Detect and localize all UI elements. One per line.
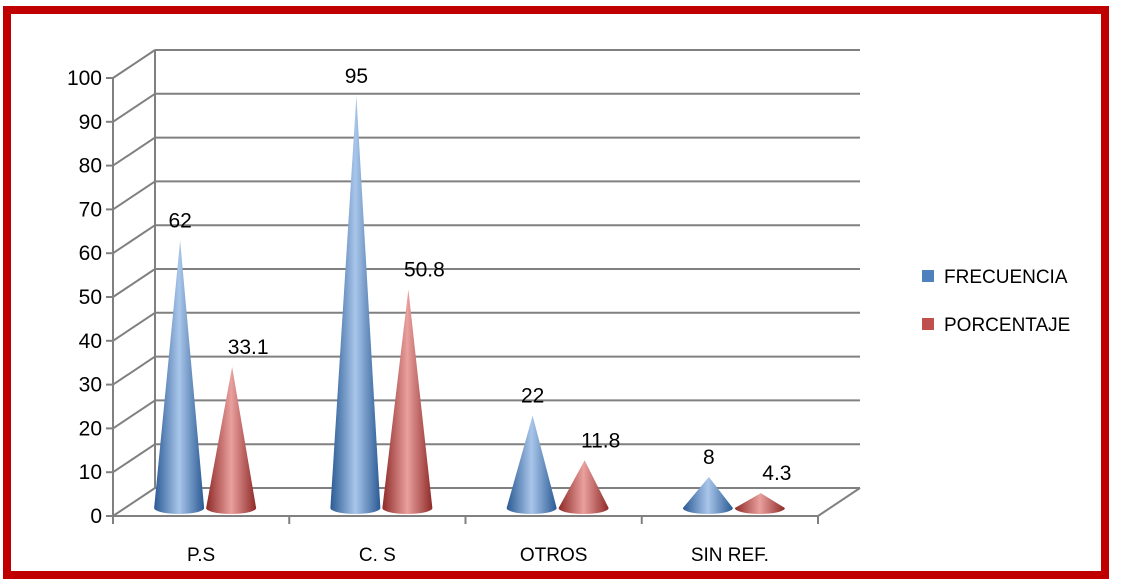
data-label: 33.1 [228,336,269,359]
gridline-side-90 [112,92,156,123]
legend-swatch-porcentaje [922,318,934,330]
x-tick-label: P.S [187,545,215,566]
x-tick-label: C. S [359,545,396,566]
legend-label-frecuencia: FRECUENCIA [944,267,1068,288]
legend-label-porcentaje: PORCENTAJE [944,315,1070,336]
data-label: 95 [345,65,368,88]
floor-right-edge [817,487,861,517]
gridline-side-80 [112,136,156,167]
y-tick-label: 40 [79,330,102,353]
gridline-side-20 [112,399,156,430]
data-label: 4.3 [762,462,791,485]
gridline-side-40 [112,311,156,342]
y-tick-label: 60 [79,242,102,265]
data-label: 11.8 [581,429,620,452]
x-tick-label: OTROS [520,545,588,566]
gridline-side-50 [112,268,156,298]
cone-frecuencia-2 [506,415,557,514]
gridline-side-70 [112,180,156,211]
cone-porcentaje-1 [382,289,433,514]
gridline-side-10 [112,443,156,474]
cone-frecuencia-0 [154,240,205,514]
gridline-side-30 [112,355,156,386]
cone-frecuencia-1 [330,95,381,514]
gridline-side-0 [112,487,156,517]
gridline-side-100 [112,49,156,79]
y-tick-label: 30 [79,374,102,397]
y-tick-label: 90 [79,111,102,134]
y-tick-label: 100 [67,67,102,90]
data-label: 8 [703,446,715,469]
x-tick-label: SIN REF. [691,545,769,566]
y-tick-label: 70 [79,198,102,221]
data-label: 22 [521,385,544,408]
gridline-side-60 [112,224,156,255]
cone-frecuencia-3 [682,476,733,514]
y-tick-label: 10 [79,461,102,484]
y-tick-label: 80 [79,155,102,178]
y-tick-label: 20 [79,417,102,440]
data-label: 50.8 [404,258,445,281]
y-tick-label: 0 [90,505,102,528]
data-label: 62 [168,209,191,232]
y-tick-label: 50 [79,286,102,309]
legend-swatch-frecuencia [922,270,934,282]
cone-porcentaje-2 [558,460,609,514]
cone-porcentaje-3 [734,493,785,514]
cone-porcentaje-0 [206,367,257,514]
